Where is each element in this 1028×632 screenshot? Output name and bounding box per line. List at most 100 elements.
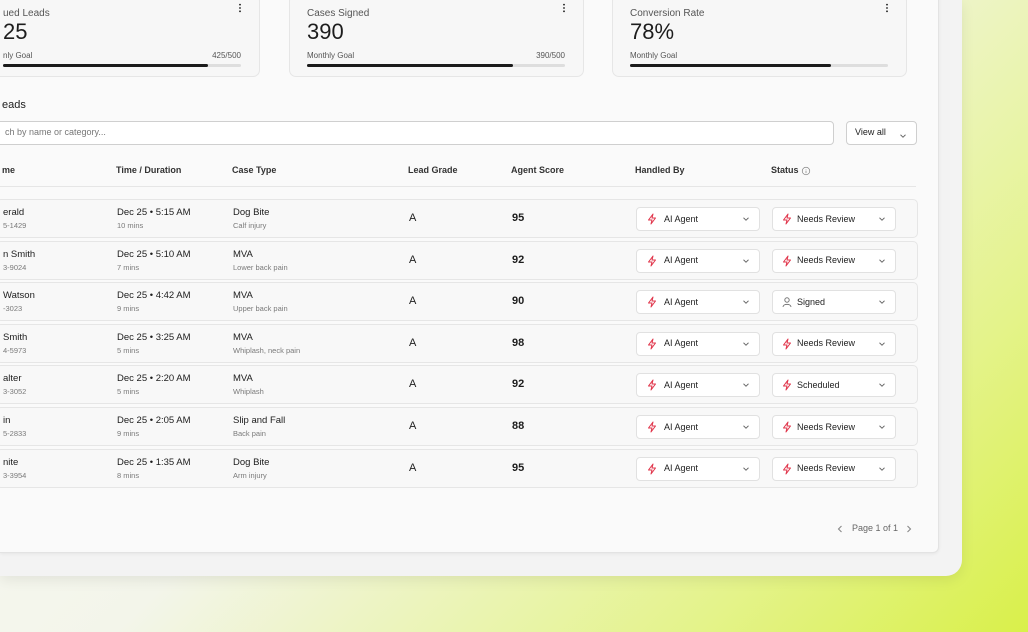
case-detail: Whiplash bbox=[233, 387, 264, 397]
agent-score: 92 bbox=[512, 378, 525, 391]
handled-by-dropdown[interactable]: AI Agent bbox=[636, 456, 760, 481]
card-value: 78% bbox=[630, 19, 675, 44]
status-dropdown[interactable]: Signed bbox=[772, 290, 896, 315]
icon bbox=[648, 255, 656, 267]
prev-page[interactable] bbox=[834, 522, 846, 540]
icon bbox=[783, 463, 791, 475]
case-type: Dog Bite bbox=[233, 207, 270, 218]
column-header: Time / Duration bbox=[116, 165, 182, 175]
status: Needs Review bbox=[797, 338, 856, 349]
lead-name: in bbox=[3, 415, 11, 426]
lead-time: Dec 25 • 4:42 AM bbox=[117, 290, 191, 302]
chevron bbox=[741, 422, 751, 434]
icon bbox=[879, 467, 885, 471]
card-title: Conversion Rate bbox=[630, 8, 705, 19]
card-value: 390 bbox=[307, 19, 344, 44]
lead-phone: 3-3954 bbox=[3, 470, 27, 480]
case-type: Dog Bite bbox=[233, 456, 270, 468]
icon bbox=[783, 213, 791, 225]
table-row[interactable]: alter 3-3052 Dec 25 • 2:20 AM 5 mins MVA Whip… bbox=[0, 365, 918, 405]
status-dropdown[interactable]: Needs Review bbox=[772, 415, 896, 439]
icon bbox=[646, 213, 658, 227]
lead-time: Dec 25 • 5:10 AM bbox=[117, 248, 191, 260]
icon bbox=[648, 421, 656, 433]
lead-grade: A bbox=[409, 378, 417, 391]
status-dropdown[interactable]: Needs Review bbox=[772, 248, 896, 273]
handled-by: AI Agent bbox=[664, 296, 699, 307]
header-divider bbox=[0, 186, 916, 187]
handled-by-dropdown[interactable]: AI Agent bbox=[636, 415, 760, 439]
lead-duration: 9 mins bbox=[117, 429, 140, 438]
handled-by-dropdown[interactable]: AI Agent bbox=[636, 207, 760, 231]
lead-duration: 8 mins bbox=[117, 470, 140, 480]
lead-grade: A bbox=[409, 336, 417, 349]
icon bbox=[781, 463, 793, 477]
column-header: Status bbox=[771, 165, 811, 176]
info-icon bbox=[801, 166, 811, 178]
lead-name: erald bbox=[3, 207, 25, 218]
column-header: Agent Score bbox=[511, 165, 565, 175]
chevron bbox=[877, 464, 887, 476]
handled-by-dropdown[interactable]: AI Agent bbox=[636, 373, 760, 398]
status-dropdown[interactable]: Scheduled bbox=[772, 373, 896, 398]
goal-value: 425/500 bbox=[212, 51, 241, 60]
chevron bbox=[898, 128, 908, 146]
chevron bbox=[877, 339, 887, 351]
card-title: Cases Signed bbox=[307, 8, 370, 19]
handled-by-dropdown[interactable]: AI Agent bbox=[636, 331, 760, 356]
icon bbox=[837, 525, 842, 533]
card-menu[interactable] bbox=[235, 1, 245, 19]
icon bbox=[743, 217, 749, 221]
table-row[interactable]: in 5-2833 Dec 25 • 2:05 AM 9 mins Slip and F… bbox=[0, 407, 918, 446]
lead-name: nite bbox=[3, 456, 19, 468]
lead-time: Dec 25 • 2:05 AM bbox=[117, 415, 191, 426]
card-menu[interactable] bbox=[882, 1, 892, 19]
table-row[interactable]: nite 3-3954 Dec 25 • 1:35 AM 8 mins Dog Bite… bbox=[0, 448, 918, 488]
icon bbox=[743, 342, 749, 346]
column-header: me bbox=[2, 165, 16, 175]
goal-label: Monthly Goal bbox=[307, 51, 355, 60]
chevron bbox=[877, 380, 887, 392]
icon bbox=[646, 296, 658, 310]
icon bbox=[743, 259, 749, 263]
status-dropdown[interactable]: Needs Review bbox=[772, 207, 896, 231]
table-row[interactable]: Watson -3023 Dec 25 • 4:42 AM 9 mins MVA Uppe… bbox=[0, 282, 918, 322]
status: Needs Review bbox=[797, 213, 856, 224]
filter-button[interactable]: View all bbox=[846, 121, 917, 145]
icon bbox=[743, 467, 749, 471]
pagination-label: Page 1 of 1 bbox=[852, 523, 899, 533]
icon bbox=[879, 342, 885, 346]
icon bbox=[879, 300, 885, 305]
status-dropdown[interactable]: Needs Review bbox=[772, 331, 896, 356]
lead-name: Smith bbox=[3, 331, 28, 343]
table-row[interactable]: n Smith 3-9024 Dec 25 • 5:10 AM 7 mins MVA Lo… bbox=[0, 240, 918, 280]
search-box[interactable]: ch by name or category... bbox=[0, 121, 834, 145]
handled-by: AI Agent bbox=[664, 379, 699, 390]
icon bbox=[646, 421, 658, 435]
status: Signed bbox=[797, 296, 826, 307]
icon bbox=[801, 166, 811, 176]
chevron bbox=[741, 214, 751, 226]
icon bbox=[782, 297, 792, 308]
filter-label: View all bbox=[855, 127, 886, 137]
table-row[interactable]: Smith 4-5973 Dec 25 • 3:25 AM 5 mins MVA Whip… bbox=[0, 323, 918, 363]
lead-time: Dec 25 • 1:35 AM bbox=[117, 456, 191, 468]
icon bbox=[239, 3, 241, 13]
lead-name: alter bbox=[3, 373, 22, 385]
next-page[interactable] bbox=[903, 522, 915, 540]
card-menu[interactable] bbox=[559, 1, 569, 19]
case-detail: Whiplash, neck pain bbox=[233, 345, 301, 355]
handled-by-dropdown[interactable]: AI Agent bbox=[636, 290, 760, 315]
chevron bbox=[741, 339, 751, 351]
icon bbox=[781, 338, 793, 352]
table-row[interactable]: erald 5-1429 Dec 25 • 5:15 AM 10 mins Dog Bi… bbox=[0, 199, 918, 238]
column-header: Lead Grade bbox=[408, 165, 458, 175]
chevron bbox=[877, 256, 887, 268]
goal-label: Monthly Goal bbox=[630, 51, 678, 60]
chevron bbox=[877, 214, 887, 226]
agent-score: 92 bbox=[512, 253, 525, 266]
column-header: Handled By bbox=[635, 165, 685, 175]
status-dropdown[interactable]: Needs Review bbox=[772, 456, 896, 481]
handled-by-dropdown[interactable]: AI Agent bbox=[636, 248, 760, 273]
